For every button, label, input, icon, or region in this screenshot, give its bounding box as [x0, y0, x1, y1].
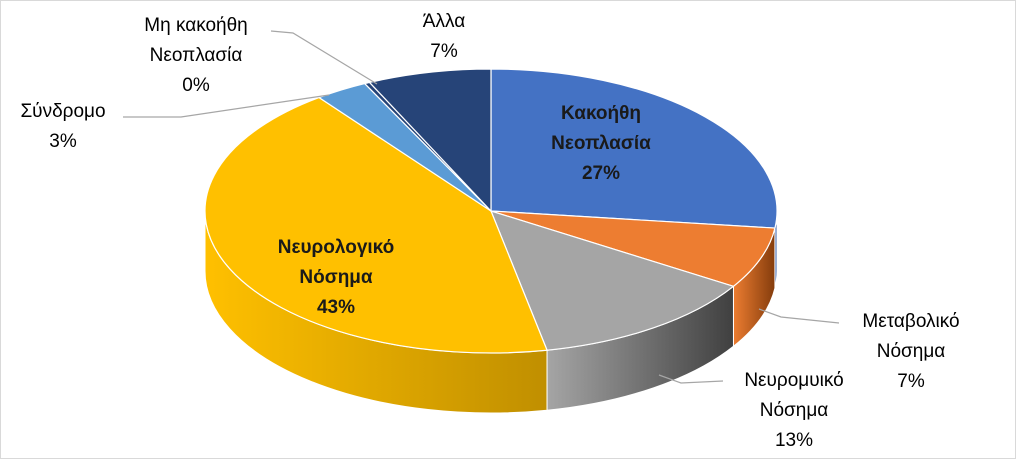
leader-line-metabolic [758, 308, 840, 324]
pie-slice-other [368, 68, 492, 213]
slice-label-other: Άλλα 7% [422, 11, 466, 62]
pie-slice-neuromuscular [489, 210, 735, 351]
pie-slice-malignant-neoplasia [490, 68, 778, 229]
slice-label-neuromuscular: Νευρομυικό Νόσημα 13% [744, 370, 844, 451]
pie-slice-neurological [204, 96, 548, 354]
slice-label-benign-neoplasia: Μη κακοήθη Νεοπλασία 0% [144, 15, 248, 96]
leader-line-syndrome [123, 94, 330, 118]
slice-label-syndrome: Σύνδρομο 3% [20, 101, 106, 152]
leader-line-neuromuscular [658, 374, 724, 384]
slice-label-metabolic: Μεταβολικό Νόσημα 7% [862, 311, 960, 392]
pie-slice-metabolic [490, 210, 776, 287]
leader-line-benign-neoplasia [270, 30, 378, 85]
slice-label-malignant-neoplasia: Κακοήθη Νεοπλασία 27% [551, 103, 651, 184]
slice-label-neurological: Νευρολογικό Νόσημα 43% [277, 237, 395, 318]
